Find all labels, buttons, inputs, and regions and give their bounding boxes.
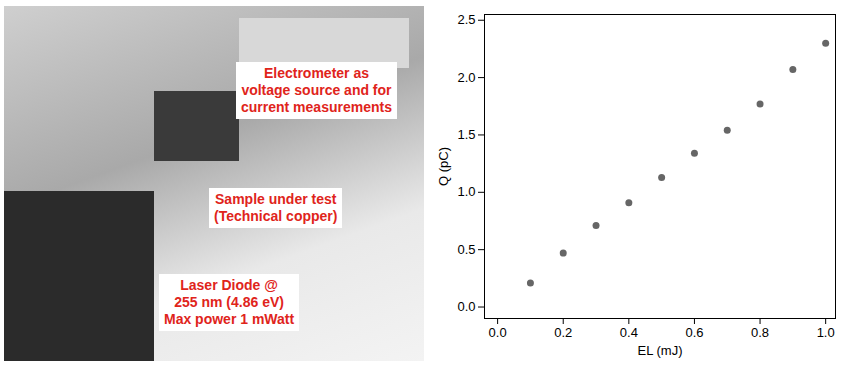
svg-text:0.4: 0.4	[620, 325, 638, 340]
svg-text:2.5: 2.5	[457, 12, 475, 27]
svg-text:1.5: 1.5	[457, 127, 475, 142]
svg-text:EL (mJ): EL (mJ)	[637, 343, 682, 358]
svg-text:0.0: 0.0	[457, 299, 475, 314]
html-text:Electrometer as voltage source: Electrometer as voltage source and for c…	[241, 65, 392, 115]
svg-text:1.0: 1.0	[817, 325, 835, 340]
svg-text:2.0: 2.0	[457, 70, 475, 85]
html-text:Laser Diode @ 255 nm (4.86 eV): Laser Diode @ 255 nm (4.86 eV) Max power…	[164, 277, 295, 327]
svg-text:0.6: 0.6	[685, 325, 703, 340]
svg-text:0.0: 0.0	[489, 325, 507, 340]
svg-text:1.0: 1.0	[457, 184, 475, 199]
svg-text:0.5: 0.5	[457, 242, 475, 257]
svg-text:0.8: 0.8	[751, 325, 769, 340]
html-text:Sample under test (Technical c: Sample under test (Technical copper)	[214, 191, 338, 224]
svg-text:Q (pC): Q (pC)	[436, 147, 451, 186]
svg-text:0.2: 0.2	[554, 325, 572, 340]
